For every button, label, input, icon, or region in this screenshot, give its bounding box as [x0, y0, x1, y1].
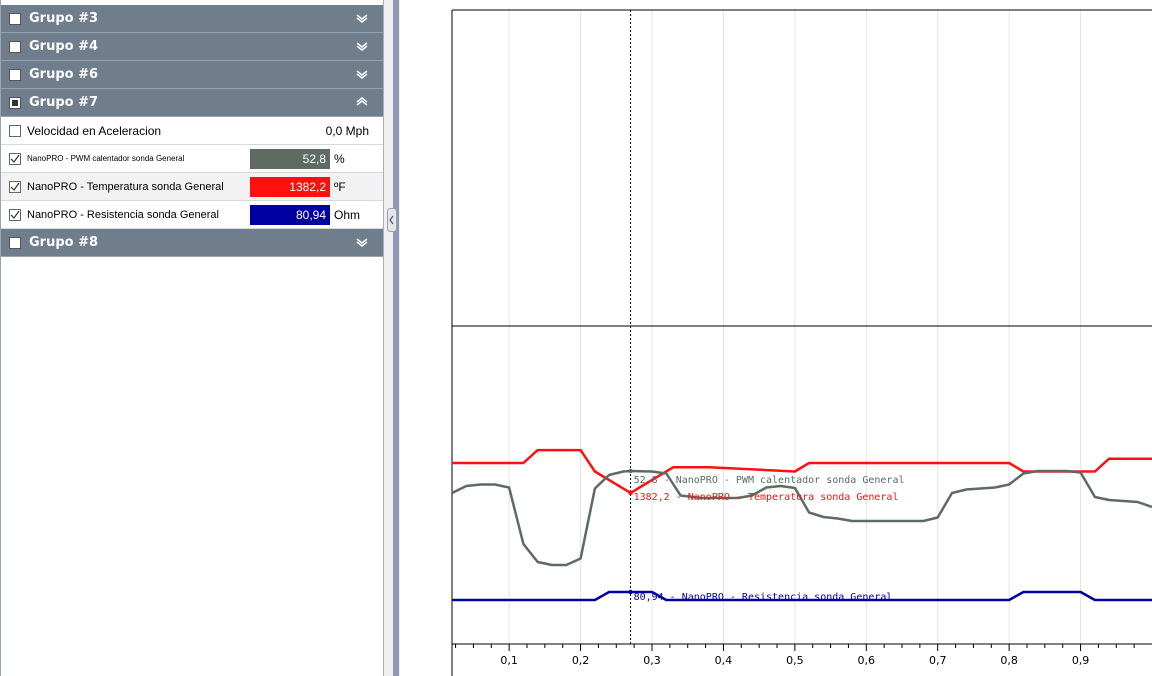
panel-splitter[interactable] — [384, 0, 400, 676]
channel-label: NanoPRO - Temperatura sonda General — [27, 180, 224, 193]
channel-value: 0,0 — [325, 123, 343, 138]
group-3-label: Grupo #3 — [29, 11, 99, 26]
channel-unit: ºF — [334, 179, 346, 194]
cursor-label: 52,8 - NanoPRO - PWM calentador sonda Ge… — [634, 475, 905, 486]
group-header-4[interactable]: Grupo #4 — [1, 33, 383, 61]
x-tick-label: 0,7 — [929, 654, 947, 667]
series-line — [451, 469, 1152, 567]
channel-row-velocidad[interactable]: Velocidad en Aceleracion 0,0 Mph — [1, 117, 383, 145]
channel-label: NanoPRO - Resistencia sonda General — [27, 208, 219, 221]
group-header-8[interactable]: Grupo #8 — [1, 229, 383, 257]
x-axis: 0,1 0,2 0,3 0,4 0,5 0,6 0,7 0,8 0,9 — [455, 644, 1135, 667]
group-header-3[interactable]: Grupo #3 — [1, 5, 383, 33]
chevron-up-icon[interactable] — [355, 96, 369, 108]
channel-panel: Grupo #3 Grupo #4 Grupo #6 Grupo #7 Velo — [0, 0, 384, 676]
cursor-label: 80,94 - NanoPRO - Resistencia sonda Gene… — [634, 592, 893, 603]
group-3-checkbox[interactable] — [9, 12, 21, 25]
chevron-down-icon[interactable] — [355, 40, 369, 52]
channel-value-text: 0,0 Mph — [326, 124, 369, 138]
group-8-checkbox[interactable] — [9, 236, 21, 249]
cursor-labels: 1382,2 - NanoPRO - Temperatura sonda Gen… — [628, 468, 905, 603]
chevron-down-icon[interactable] — [355, 12, 369, 24]
chart-series — [451, 448, 1152, 602]
channel-checkbox[interactable] — [9, 152, 21, 165]
cursor-point — [628, 589, 633, 595]
x-tick-label: 0,6 — [858, 654, 876, 667]
channel-checkbox[interactable] — [9, 124, 21, 137]
x-tick-label: 0,3 — [643, 654, 661, 667]
splitter-bar[interactable] — [393, 0, 399, 676]
group-4-checkbox[interactable] — [9, 40, 21, 53]
channel-row-pwm[interactable]: NanoPRO - PWM calentador sonda General 5… — [1, 145, 383, 173]
channel-unit: % — [334, 151, 345, 166]
checkmark-icon — [10, 154, 20, 163]
x-tick-label: 0,5 — [786, 654, 804, 667]
cursor-point — [628, 490, 633, 496]
group-header-7[interactable]: Grupo #7 — [1, 89, 383, 117]
group-7-label: Grupo #7 — [29, 95, 99, 110]
chart-area[interactable]: 0,1 0,2 0,3 0,4 0,5 0,6 0,7 0,8 0,9 1382,2 - Nan… — [400, 0, 1152, 676]
channel-value-box: 1382,2 — [250, 177, 330, 197]
channel-checkbox[interactable] — [9, 180, 21, 193]
chevron-down-icon[interactable] — [355, 68, 369, 80]
cursor-point — [628, 468, 633, 474]
x-tick-label: 0,9 — [1072, 654, 1090, 667]
group-7-checkbox[interactable] — [9, 96, 21, 109]
channel-value-box: 52,8 — [250, 149, 330, 169]
group-8-label: Grupo #8 — [29, 235, 99, 250]
channel-unit: Ohm — [334, 207, 361, 222]
cursor-label: 1382,2 - NanoPRO - Temperatura sonda Gen… — [634, 492, 899, 503]
group-6-checkbox[interactable] — [9, 68, 21, 81]
group-4-label: Grupo #4 — [29, 39, 99, 54]
x-tick-label: 0,4 — [715, 654, 733, 667]
chevron-down-icon[interactable] — [355, 236, 369, 248]
x-tick-label: 0,8 — [1000, 654, 1018, 667]
group-header-6[interactable]: Grupo #6 — [1, 61, 383, 89]
channel-row-temperatura[interactable]: NanoPRO - Temperatura sonda General 1382… — [1, 173, 383, 201]
channel-value-box: 80,94 — [250, 205, 330, 225]
channel-label: NanoPRO - PWM calentador sonda General — [27, 154, 185, 163]
series-line — [452, 590, 1152, 602]
channel-checkbox[interactable] — [9, 208, 21, 221]
x-tick-label: 0,1 — [500, 654, 518, 667]
checkmark-icon — [10, 210, 20, 219]
channel-row-resistencia[interactable]: NanoPRO - Resistencia sonda General 80,9… — [1, 201, 383, 229]
group-6-label: Grupo #6 — [29, 67, 99, 82]
channel-label: Velocidad en Aceleracion — [27, 123, 162, 138]
x-tick-label: 0,2 — [572, 654, 590, 667]
chart-grid — [508, 10, 1082, 644]
checkmark-icon — [10, 182, 20, 191]
channel-unit: Mph — [345, 123, 369, 138]
collapse-arrow-icon[interactable] — [387, 208, 397, 232]
